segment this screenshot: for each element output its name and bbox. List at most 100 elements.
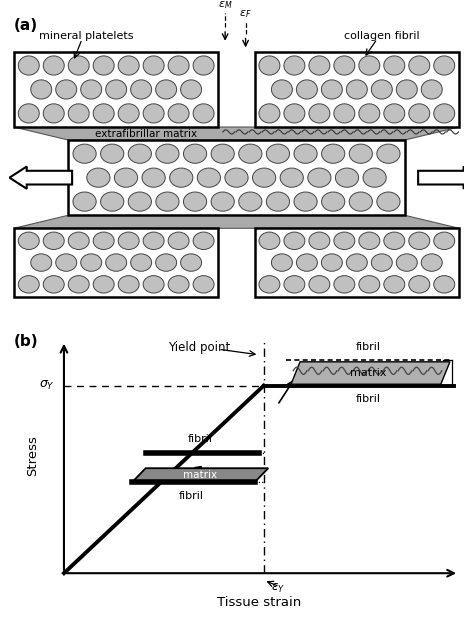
Ellipse shape [371, 254, 392, 271]
Ellipse shape [321, 254, 342, 271]
Ellipse shape [434, 232, 455, 250]
Ellipse shape [31, 254, 52, 271]
Ellipse shape [421, 254, 442, 271]
Ellipse shape [259, 56, 280, 75]
Ellipse shape [384, 276, 405, 293]
Ellipse shape [118, 276, 139, 293]
Ellipse shape [193, 56, 214, 75]
Ellipse shape [334, 276, 355, 293]
Ellipse shape [409, 232, 430, 250]
Ellipse shape [294, 144, 317, 163]
Ellipse shape [396, 80, 417, 99]
Bar [254, 52, 459, 127]
Ellipse shape [143, 104, 164, 123]
Ellipse shape [349, 192, 372, 211]
Ellipse shape [193, 276, 214, 293]
Text: Yield point: Yield point [168, 342, 231, 354]
Ellipse shape [184, 192, 207, 211]
Ellipse shape [284, 232, 305, 250]
Ellipse shape [168, 104, 189, 123]
Text: matrix: matrix [350, 368, 386, 378]
Ellipse shape [377, 192, 400, 211]
Ellipse shape [409, 276, 430, 293]
Ellipse shape [43, 104, 64, 123]
Ellipse shape [359, 104, 380, 123]
Text: fibril: fibril [356, 342, 381, 352]
Ellipse shape [211, 144, 234, 163]
Ellipse shape [266, 192, 289, 211]
Ellipse shape [142, 168, 165, 187]
Ellipse shape [93, 276, 114, 293]
Ellipse shape [81, 80, 102, 99]
Ellipse shape [322, 192, 345, 211]
Ellipse shape [346, 254, 368, 271]
Ellipse shape [309, 232, 330, 250]
Ellipse shape [43, 276, 64, 293]
Ellipse shape [297, 80, 317, 99]
Text: $\varepsilon_Y$: $\varepsilon_Y$ [271, 582, 284, 595]
Ellipse shape [156, 144, 179, 163]
Text: fibril: fibril [188, 434, 213, 444]
Ellipse shape [384, 104, 405, 123]
Ellipse shape [272, 80, 292, 99]
Ellipse shape [239, 192, 262, 211]
Polygon shape [14, 215, 459, 228]
Ellipse shape [321, 80, 342, 99]
Ellipse shape [168, 276, 189, 293]
Ellipse shape [334, 56, 355, 75]
Ellipse shape [239, 144, 262, 163]
Ellipse shape [294, 192, 317, 211]
Ellipse shape [128, 144, 151, 163]
Ellipse shape [181, 80, 201, 99]
Ellipse shape [31, 80, 52, 99]
Ellipse shape [18, 56, 39, 75]
Ellipse shape [371, 80, 392, 99]
Ellipse shape [349, 144, 372, 163]
Ellipse shape [211, 192, 234, 211]
Polygon shape [418, 166, 473, 189]
Ellipse shape [131, 80, 152, 99]
Text: Stress: Stress [26, 435, 39, 476]
Ellipse shape [118, 104, 139, 123]
Ellipse shape [359, 56, 380, 75]
Ellipse shape [359, 232, 380, 250]
Ellipse shape [101, 192, 124, 211]
Ellipse shape [128, 192, 151, 211]
Ellipse shape [93, 104, 114, 123]
Ellipse shape [68, 104, 89, 123]
Ellipse shape [259, 232, 280, 250]
Ellipse shape [197, 168, 220, 187]
Ellipse shape [434, 104, 455, 123]
Ellipse shape [280, 168, 303, 187]
Ellipse shape [259, 276, 280, 293]
Ellipse shape [156, 254, 176, 271]
Bar [14, 52, 219, 127]
Ellipse shape [156, 192, 179, 211]
Ellipse shape [114, 168, 138, 187]
Ellipse shape [168, 56, 189, 75]
Ellipse shape [56, 80, 77, 99]
Ellipse shape [409, 56, 430, 75]
Ellipse shape [81, 254, 102, 271]
Ellipse shape [297, 254, 317, 271]
Ellipse shape [309, 276, 330, 293]
Ellipse shape [181, 254, 201, 271]
Ellipse shape [421, 80, 442, 99]
Polygon shape [14, 127, 459, 140]
Text: Tissue strain: Tissue strain [217, 596, 301, 609]
Ellipse shape [101, 144, 124, 163]
Ellipse shape [68, 56, 89, 75]
Text: extrafibrillar matrix: extrafibrillar matrix [95, 128, 197, 138]
Text: $\varepsilon_F$: $\varepsilon_F$ [239, 8, 252, 20]
Ellipse shape [284, 276, 305, 293]
Text: (a): (a) [14, 18, 38, 32]
Bar [69, 140, 404, 215]
Ellipse shape [434, 56, 455, 75]
Ellipse shape [272, 254, 292, 271]
Ellipse shape [363, 168, 386, 187]
Ellipse shape [334, 232, 355, 250]
Ellipse shape [396, 254, 417, 271]
Ellipse shape [43, 232, 64, 250]
Ellipse shape [266, 144, 289, 163]
Ellipse shape [168, 232, 189, 250]
